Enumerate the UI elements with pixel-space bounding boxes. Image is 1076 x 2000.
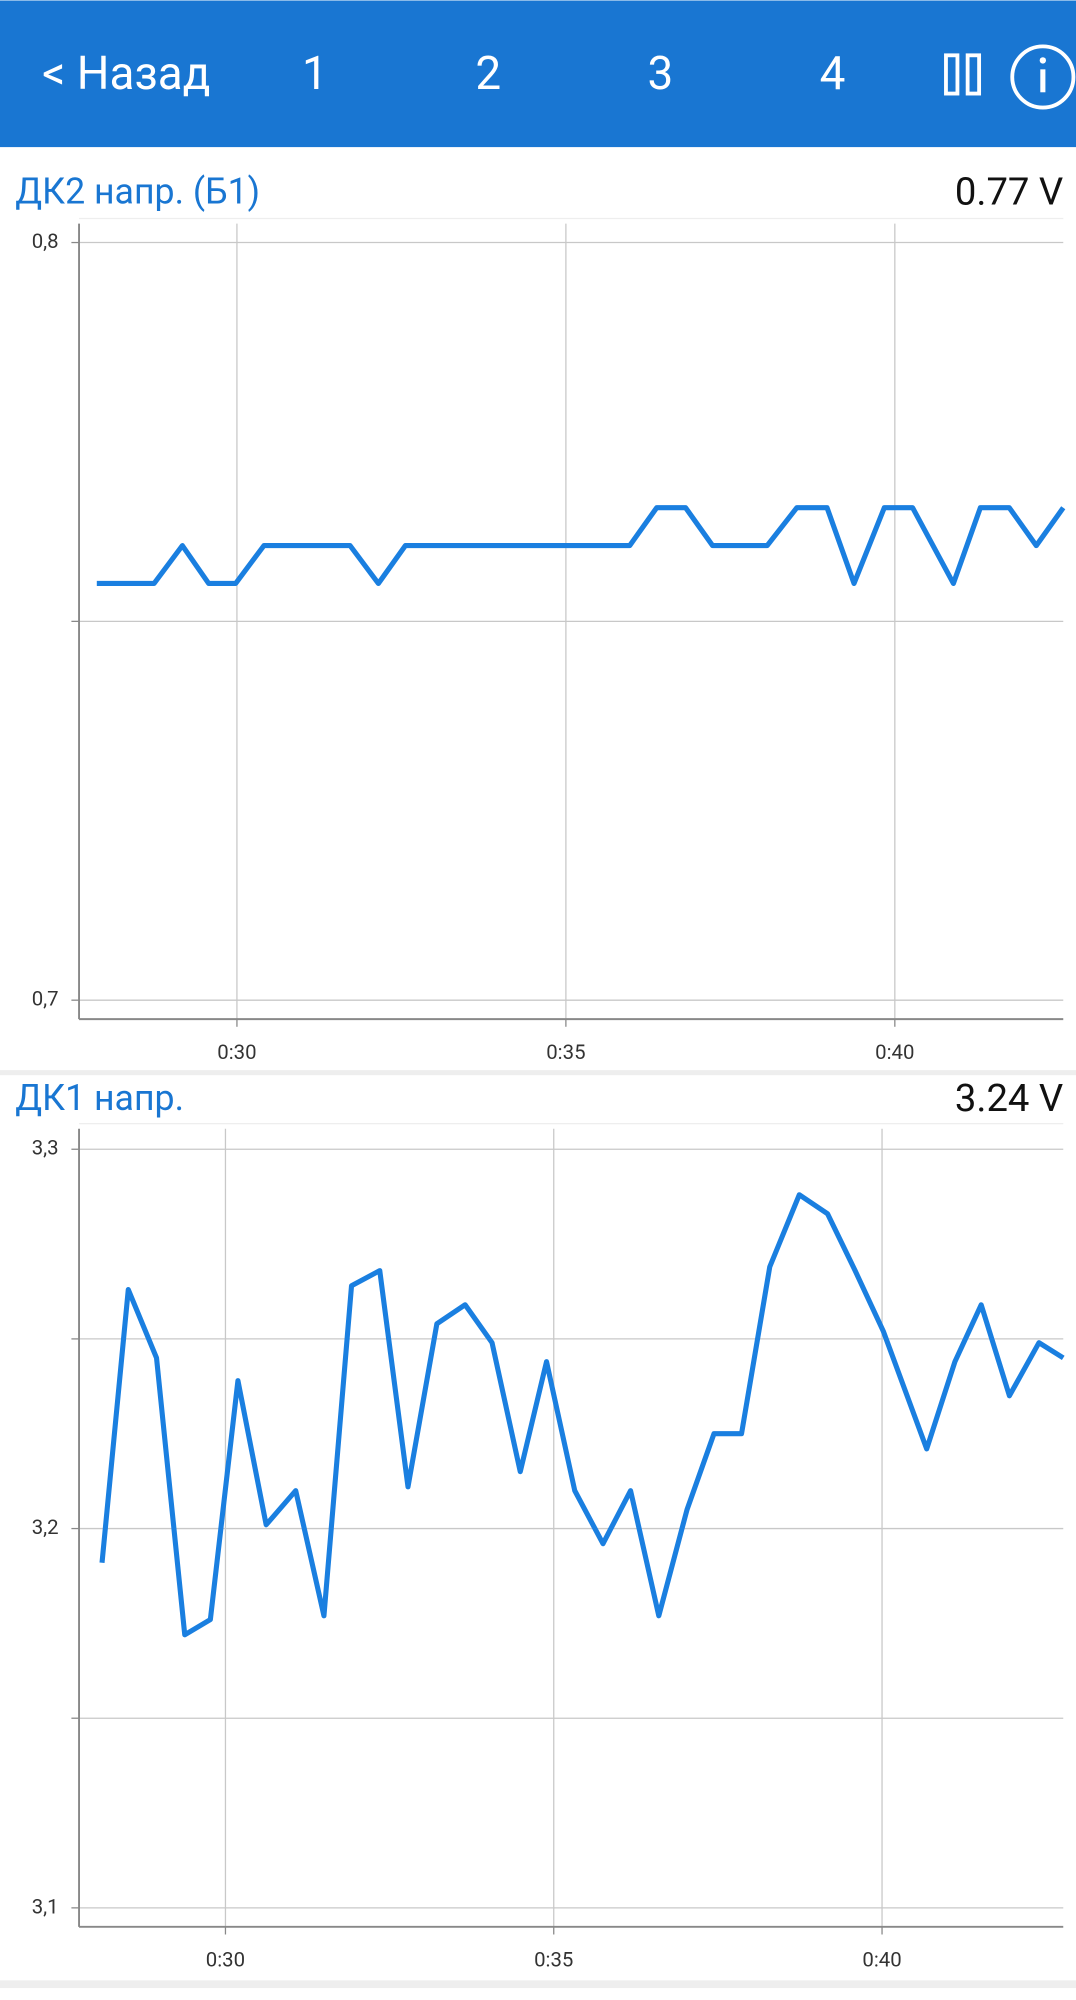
y-tick-label: 3,2 — [32, 1515, 59, 1539]
pause-button[interactable] — [944, 53, 982, 96]
chart-title: ДК2 напр. (Б1) — [15, 171, 260, 213]
tab[interactable]: 2 — [475, 47, 501, 101]
x-tick-label: 0:30 — [206, 1948, 245, 1972]
separator — [0, 1980, 1076, 1989]
info-button[interactable] — [1010, 44, 1076, 110]
y-tick-label: 3,1 — [32, 1894, 59, 1918]
y-tick-label: 0,8 — [32, 229, 59, 253]
data-line — [99, 1192, 1065, 1638]
chart-title: ДК1 напр. — [15, 1077, 184, 1119]
current-value: 3.24 V — [955, 1077, 1063, 1121]
x-tick-label: 0:40 — [875, 1040, 914, 1064]
tab[interactable]: 4 — [820, 47, 846, 101]
tab[interactable]: 3 — [647, 47, 673, 101]
x-tick-label: 0:30 — [217, 1040, 256, 1064]
data-line — [96, 505, 1066, 587]
separator — [0, 1070, 1076, 1076]
tab[interactable]: 1 — [302, 47, 328, 101]
x-tick-label: 0:35 — [546, 1040, 585, 1064]
y-tick-label: 3,3 — [32, 1136, 59, 1160]
y-tick-label: 0,7 — [32, 987, 59, 1011]
x-tick-label: 0:35 — [534, 1948, 573, 1972]
back-button[interactable]: < Назад — [42, 47, 210, 101]
current-value: 0.77 V — [955, 170, 1063, 214]
x-tick-label: 0:40 — [862, 1948, 901, 1972]
toolbar — [0, 0, 1076, 148]
